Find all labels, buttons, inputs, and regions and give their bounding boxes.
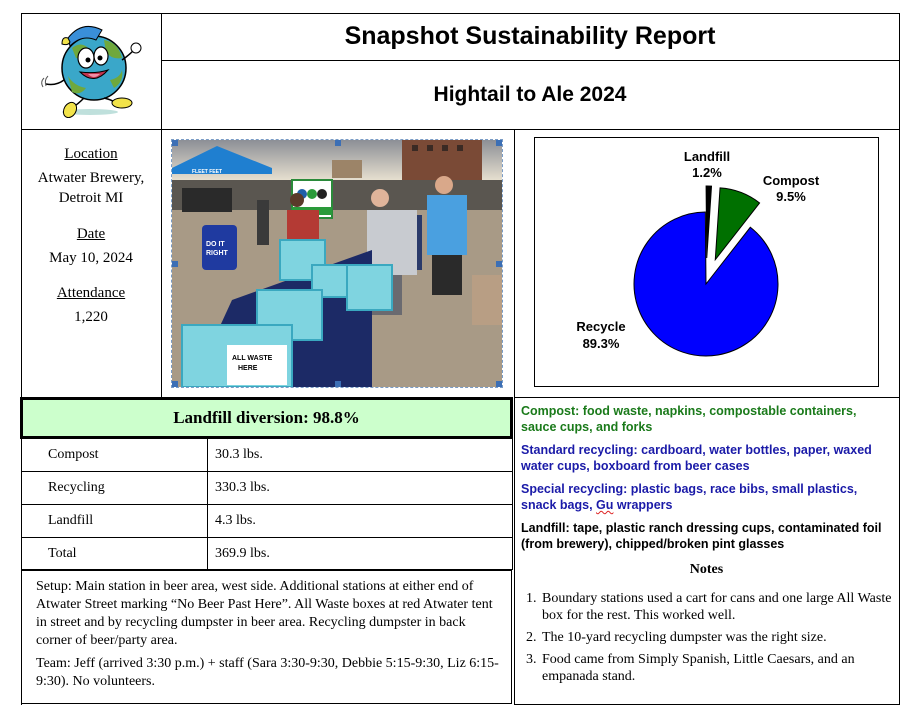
special-recycling-suffix: wrappers xyxy=(613,498,673,512)
outer-border-right xyxy=(899,13,900,705)
notes-list: Boundary stations used a cart for cans a… xyxy=(514,590,899,690)
weight-cell: 4.3 lbs. xyxy=(215,512,256,528)
pie-label-compost-name: Compost xyxy=(763,173,820,188)
team-text: Team: Jeff (arrived 3:30 p.m.) + staff (… xyxy=(36,656,499,689)
middle-bottom xyxy=(514,397,900,398)
table-row: Total 369.9 lbs. xyxy=(21,537,512,571)
pie-slice-recycle xyxy=(633,211,779,357)
bin-text-2: HERE xyxy=(238,365,258,372)
table-border-right xyxy=(512,438,513,570)
category-cell: Compost xyxy=(48,446,99,462)
landfill-stream-text: Landfill: tape, plastic ranch dressing c… xyxy=(521,521,882,551)
spellcheck-word: Gu xyxy=(596,498,614,512)
resize-handle-top-right[interactable] xyxy=(496,140,502,146)
compost-stream-text: Compost: food waste, napkins, compostabl… xyxy=(521,404,857,434)
bucket-text-2: RIGHT xyxy=(206,250,229,257)
table-row: Landfill 4.3 lbs. xyxy=(21,504,512,538)
bucket-text-1: DO IT xyxy=(206,241,225,248)
pie-chart-svg: Landfill 1.2% Compost 9.5% Recycle 89.3% xyxy=(576,149,820,357)
chart-divider xyxy=(514,129,515,705)
resize-handle-top-left[interactable] xyxy=(172,140,178,146)
logo-divider xyxy=(161,13,162,398)
event-name: Hightail to Ale 2024 xyxy=(433,82,627,106)
resize-handle-bottom[interactable] xyxy=(335,381,341,387)
pie-label-compost-value: 9.5% xyxy=(776,189,806,204)
weight-cell: 369.9 lbs. xyxy=(215,545,270,561)
waste-stream-legend: Compost: food waste, napkins, compostabl… xyxy=(521,403,893,559)
date-value: May 10, 2024 xyxy=(49,250,133,266)
pie-slice-landfill xyxy=(705,185,713,259)
landfill-diversion-banner: Landfill diversion: 98.8% xyxy=(20,397,513,439)
event-info: Location Atwater Brewery, Detroit MI Dat… xyxy=(21,129,161,327)
note-item: Food came from Simply Spanish, Little Ca… xyxy=(540,651,899,685)
report-title: Snapshot Sustainability Report xyxy=(344,22,716,50)
note-item: Boundary stations used a cart for cans a… xyxy=(540,590,899,624)
category-cell: Total xyxy=(48,545,77,561)
resize-handle-left[interactable] xyxy=(172,261,178,267)
logo xyxy=(34,18,149,119)
outer-border-bottom-right xyxy=(514,704,900,705)
pie-label-recycle-name: Recycle xyxy=(576,319,625,334)
setup-notes: Setup: Main station in beer area, west s… xyxy=(21,569,512,704)
weight-cell: 330.3 lbs. xyxy=(215,479,270,495)
running-earth-mascot-icon xyxy=(41,25,142,119)
special-recycling-text: Special recycling: plastic bags, race bi… xyxy=(521,481,893,513)
location-line-2: Detroit MI xyxy=(58,190,124,206)
outer-border-top xyxy=(21,13,900,14)
pie-label-recycle-value: 89.3% xyxy=(583,336,620,351)
event-waste-station-photo: FLEET FEET DO IT RIGHT ALL WASTE HERE xyxy=(172,140,502,387)
notes-title: Notes xyxy=(689,562,724,577)
special-recycling-prefix: Special recycling: plastic bags, race bi… xyxy=(521,482,858,512)
category-cell: Recycling xyxy=(48,479,105,495)
resize-handle-bottom-right[interactable] xyxy=(496,381,502,387)
pie-slice-compost xyxy=(714,187,761,262)
attendance-label: Attendance xyxy=(56,285,126,301)
location-line-1: Atwater Brewery, xyxy=(37,170,145,186)
event-photo[interactable]: FLEET FEET DO IT RIGHT ALL WASTE HERE xyxy=(171,139,503,388)
waste-pie-chart: Landfill 1.2% Compost 9.5% Recycle 89.3% xyxy=(534,137,879,387)
weight-cell: 30.3 lbs. xyxy=(215,446,263,462)
tent-text: FLEET FEET xyxy=(192,169,222,175)
table-row: Recycling 330.3 lbs. xyxy=(21,471,512,505)
attendance-value: 1,220 xyxy=(74,309,108,325)
table-row: Compost 30.3 lbs. xyxy=(21,438,512,472)
category-cell: Landfill xyxy=(48,512,94,528)
outer-border-left xyxy=(21,13,22,398)
resize-handle-top[interactable] xyxy=(335,140,341,146)
pie-label-landfill-name: Landfill xyxy=(684,149,730,164)
setup-text: Setup: Main station in beer area, west s… xyxy=(36,579,493,648)
resize-handle-bottom-left[interactable] xyxy=(172,381,178,387)
header-bottom xyxy=(21,129,900,130)
standard-recycling-text: Standard recycling: cardboard, water bot… xyxy=(521,443,872,473)
header-divider xyxy=(161,60,900,61)
bin-text-1: ALL WASTE xyxy=(232,355,273,362)
note-item: The 10-yard recycling dumpster was the r… xyxy=(540,629,899,646)
resize-handle-right[interactable] xyxy=(496,261,502,267)
pie-label-landfill-value: 1.2% xyxy=(692,165,722,180)
date-label: Date xyxy=(76,226,106,242)
location-label: Location xyxy=(64,146,118,162)
